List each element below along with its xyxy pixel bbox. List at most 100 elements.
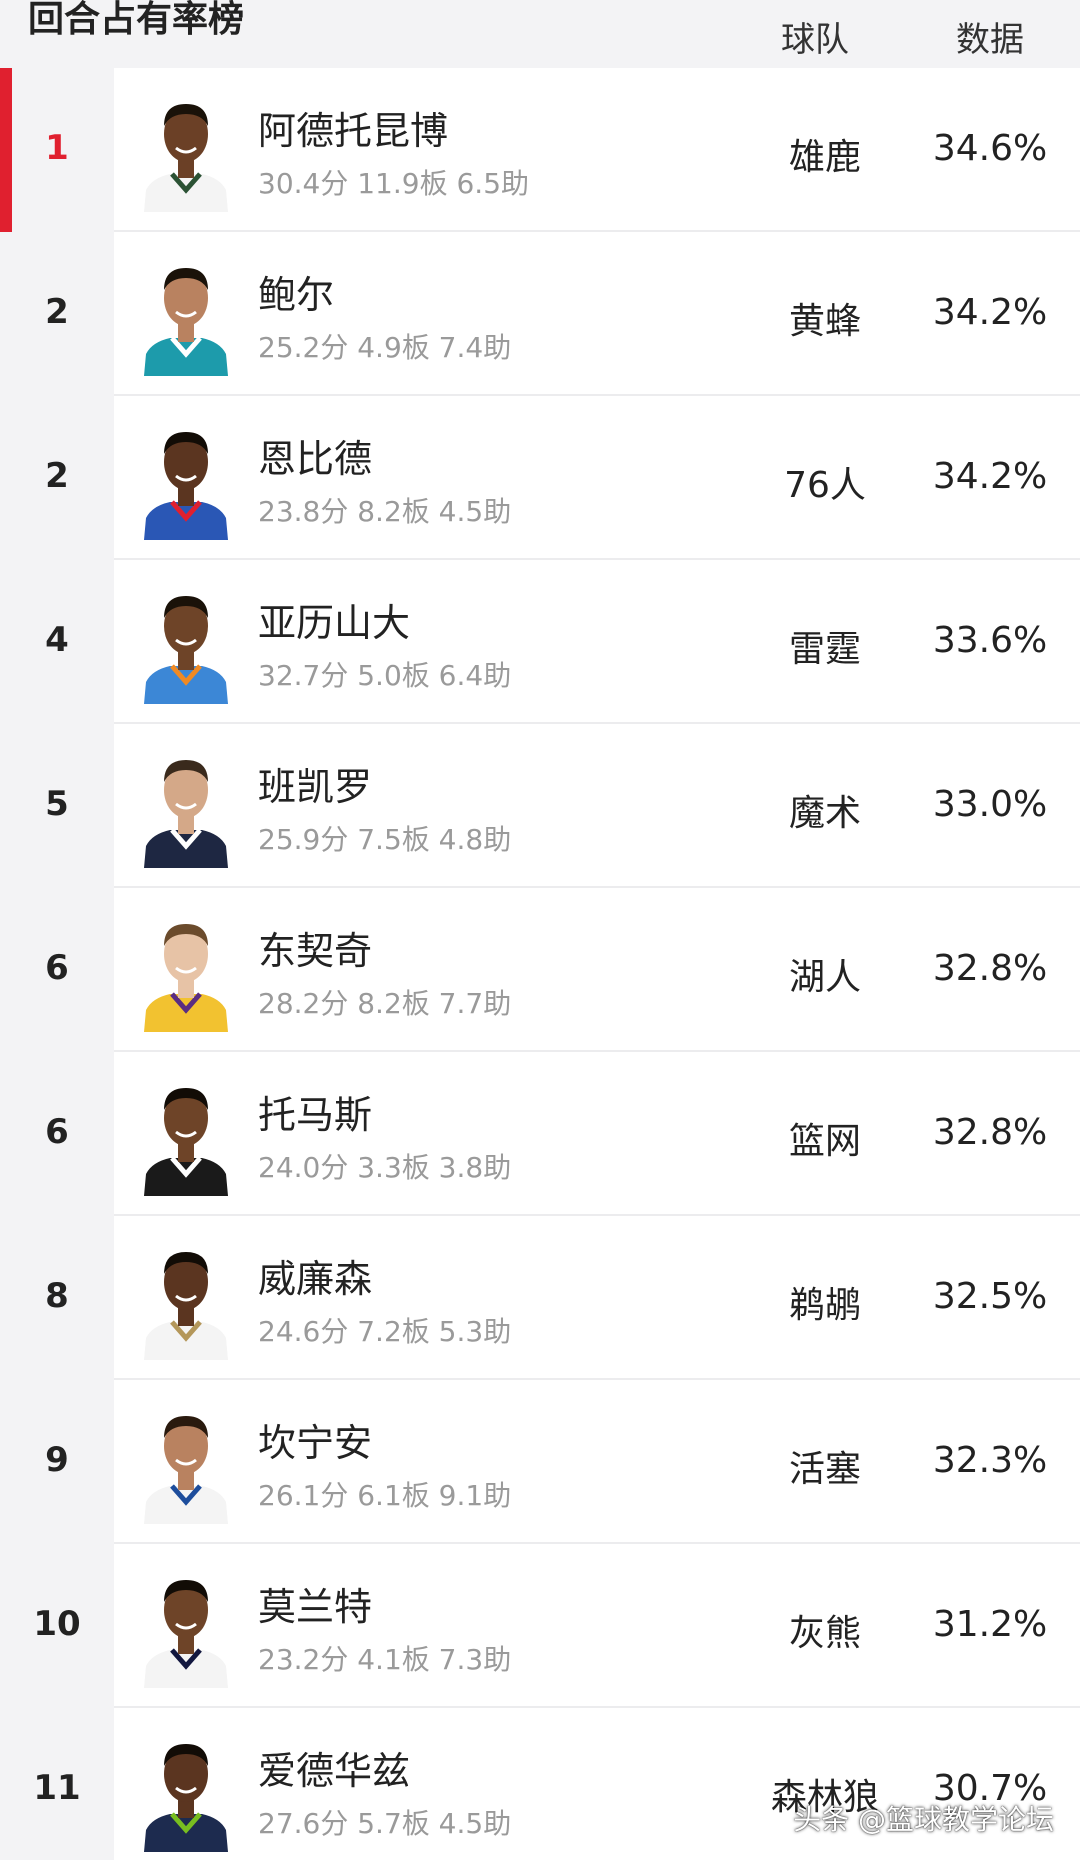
player-avatar-icon[interactable] xyxy=(142,1726,230,1852)
possession-rate-value: 32.5% xyxy=(932,1276,1048,1317)
player-name[interactable]: 阿德托昆博 xyxy=(258,109,449,153)
player-avatar-icon[interactable] xyxy=(142,414,230,540)
rank-cell: 1 xyxy=(0,68,114,232)
player-avatar-icon[interactable] xyxy=(142,1234,230,1360)
player-avatar-icon[interactable] xyxy=(142,906,230,1032)
rank-number: 2 xyxy=(45,292,69,332)
player-cell: 威廉森 24.6分 7.2板 5.3助 鹈鹕 32.5% xyxy=(114,1216,1080,1380)
player-name[interactable]: 鲍尔 xyxy=(258,273,335,317)
player-stats: 25.9分 7.5板 4.8助 xyxy=(258,823,512,856)
table-row[interactable]: 10 莫兰特 23.2分 4.1板 7.3助 灰熊 31.2% xyxy=(0,1544,1080,1708)
player-name[interactable]: 恩比德 xyxy=(258,437,373,481)
possession-rate-value: 32.8% xyxy=(932,948,1048,989)
table-row[interactable]: 11 爱德华兹 27.6分 5.7板 4.5助 森林狼 30.7% xyxy=(0,1708,1080,1860)
player-avatar-icon[interactable] xyxy=(142,250,230,376)
player-stats: 30.4分 11.9板 6.5助 xyxy=(258,167,530,200)
top-rank-indicator xyxy=(0,68,12,232)
page-title: 回合占有率榜 xyxy=(28,0,245,40)
rank-cell: 2 xyxy=(0,232,114,396)
player-cell: 托马斯 24.0分 3.3板 3.8助 篮网 32.8% xyxy=(114,1052,1080,1216)
player-cell: 恩比德 23.8分 8.2板 4.5助 76人 34.2% xyxy=(114,396,1080,560)
player-stats: 27.6分 5.7板 4.5助 xyxy=(258,1807,512,1840)
possession-rate-value: 32.8% xyxy=(932,1112,1048,1153)
rank-cell: 9 xyxy=(0,1380,114,1544)
rank-cell: 4 xyxy=(0,560,114,724)
player-name[interactable]: 坎宁安 xyxy=(258,1421,373,1465)
team-name: 灰熊 xyxy=(788,1613,861,1654)
rank-cell: 10 xyxy=(0,1544,114,1708)
player-name[interactable]: 东契奇 xyxy=(258,929,373,973)
column-header-data[interactable]: 数据 xyxy=(956,20,1024,60)
rank-number: 6 xyxy=(45,1112,69,1152)
player-stats: 25.2分 4.9板 7.4助 xyxy=(258,331,512,364)
team-name: 黄蜂 xyxy=(788,301,861,342)
player-cell: 爱德华兹 27.6分 5.7板 4.5助 森林狼 30.7% xyxy=(114,1708,1080,1860)
player-name[interactable]: 亚历山大 xyxy=(258,601,411,645)
table-row[interactable]: 6 东契奇 28.2分 8.2板 7.7助 湖人 32.8% xyxy=(0,888,1080,1052)
rank-number: 9 xyxy=(45,1440,69,1480)
rank-cell: 8 xyxy=(0,1216,114,1380)
rank-number: 5 xyxy=(45,784,69,824)
player-stats: 26.1分 6.1板 9.1助 xyxy=(258,1479,512,1512)
ranking-list: 1 阿德托昆博 30.4分 11.9板 6.5助 雄鹿 34.6% 2 鲍尔 25.2分 4.… xyxy=(0,68,1080,1860)
rank-cell: 2 xyxy=(0,396,114,560)
team-name: 魔术 xyxy=(788,793,861,834)
player-cell: 亚历山大 32.7分 5.0板 6.4助 雷霆 33.6% xyxy=(114,560,1080,724)
team-name: 76人 xyxy=(784,465,866,506)
player-stats: 32.7分 5.0板 6.4助 xyxy=(258,659,512,692)
rank-number: 6 xyxy=(45,948,69,988)
table-row[interactable]: 2 鲍尔 25.2分 4.9板 7.4助 黄蜂 34.2% xyxy=(0,232,1080,396)
rank-cell: 5 xyxy=(0,724,114,888)
player-avatar-icon[interactable] xyxy=(142,86,230,212)
team-name: 鹈鹕 xyxy=(788,1285,861,1326)
player-avatar-icon[interactable] xyxy=(142,742,230,868)
player-name[interactable]: 莫兰特 xyxy=(258,1585,373,1629)
table-row[interactable]: 8 威廉森 24.6分 7.2板 5.3助 鹈鹕 32.5% xyxy=(0,1216,1080,1380)
player-avatar-icon[interactable] xyxy=(142,1070,230,1196)
watermark: 头条 @篮球教学论坛 xyxy=(793,1803,1054,1836)
player-name[interactable]: 威廉森 xyxy=(258,1257,373,1301)
player-cell: 东契奇 28.2分 8.2板 7.7助 湖人 32.8% xyxy=(114,888,1080,1052)
team-name: 活塞 xyxy=(788,1449,861,1490)
player-cell: 鲍尔 25.2分 4.9板 7.4助 黄蜂 34.2% xyxy=(114,232,1080,396)
table-row[interactable]: 1 阿德托昆博 30.4分 11.9板 6.5助 雄鹿 34.6% xyxy=(0,68,1080,232)
team-name: 雄鹿 xyxy=(788,137,861,178)
table-row[interactable]: 6 托马斯 24.0分 3.3板 3.8助 篮网 32.8% xyxy=(0,1052,1080,1216)
rank-number: 11 xyxy=(33,1768,81,1808)
rank-number: 1 xyxy=(45,128,69,168)
rank-cell: 11 xyxy=(0,1708,114,1860)
team-name: 森林狼 xyxy=(770,1777,879,1818)
player-stats: 24.0分 3.3板 3.8助 xyxy=(258,1151,512,1184)
table-header: 回合占有率榜 球队 数据 xyxy=(0,0,1080,68)
player-name[interactable]: 爱德华兹 xyxy=(258,1749,411,1793)
team-name: 篮网 xyxy=(788,1121,861,1162)
rank-cell: 6 xyxy=(0,1052,114,1216)
table-row[interactable]: 5 班凯罗 25.9分 7.5板 4.8助 魔术 33.0% xyxy=(0,724,1080,888)
table-row[interactable]: 2 恩比德 23.8分 8.2板 4.5助 76人 34.2% xyxy=(0,396,1080,560)
player-cell: 阿德托昆博 30.4分 11.9板 6.5助 雄鹿 34.6% xyxy=(114,68,1080,232)
possession-rate-value: 33.6% xyxy=(932,620,1048,661)
possession-rate-value: 33.0% xyxy=(932,784,1048,825)
rank-number: 2 xyxy=(45,456,69,496)
team-name: 湖人 xyxy=(788,957,861,998)
player-name[interactable]: 托马斯 xyxy=(258,1093,373,1137)
rank-number: 8 xyxy=(45,1276,69,1316)
possession-rate-value: 34.2% xyxy=(932,292,1048,333)
player-stats: 28.2分 8.2板 7.7助 xyxy=(258,987,512,1020)
table-row[interactable]: 9 坎宁安 26.1分 6.1板 9.1助 活塞 32.3% xyxy=(0,1380,1080,1544)
rank-number: 4 xyxy=(45,620,69,660)
column-header-team[interactable]: 球队 xyxy=(781,20,849,60)
player-avatar-icon[interactable] xyxy=(142,1398,230,1524)
player-stats: 23.2分 4.1板 7.3助 xyxy=(258,1643,512,1676)
player-avatar-icon[interactable] xyxy=(142,578,230,704)
player-cell: 坎宁安 26.1分 6.1板 9.1助 活塞 32.3% xyxy=(114,1380,1080,1544)
player-name[interactable]: 班凯罗 xyxy=(258,765,373,809)
player-avatar-icon[interactable] xyxy=(142,1562,230,1688)
player-cell: 莫兰特 23.2分 4.1板 7.3助 灰熊 31.2% xyxy=(114,1544,1080,1708)
player-cell: 班凯罗 25.9分 7.5板 4.8助 魔术 33.0% xyxy=(114,724,1080,888)
possession-rate-value: 32.3% xyxy=(932,1440,1048,1481)
possession-rate-value: 31.2% xyxy=(932,1604,1048,1645)
player-stats: 23.8分 8.2板 4.5助 xyxy=(258,495,512,528)
table-row[interactable]: 4 亚历山大 32.7分 5.0板 6.4助 雷霆 33.6% xyxy=(0,560,1080,724)
